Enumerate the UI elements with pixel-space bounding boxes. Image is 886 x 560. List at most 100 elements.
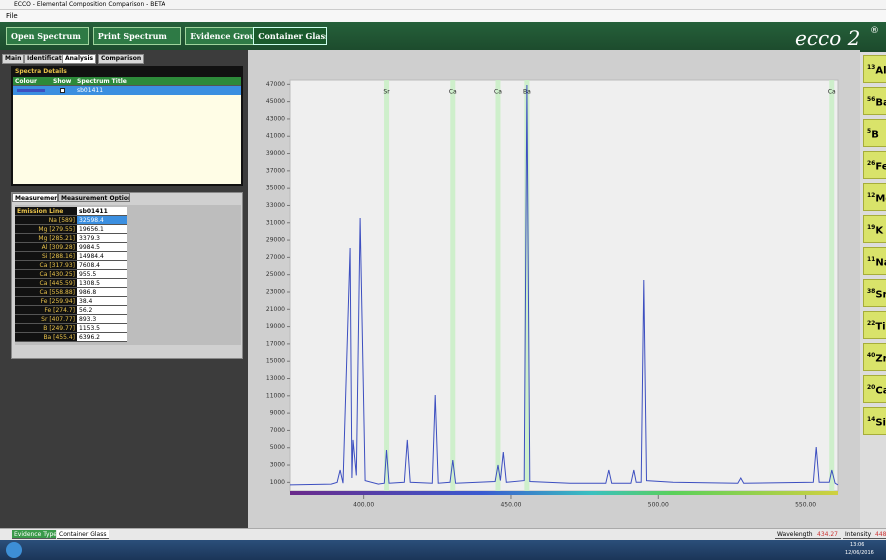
emission-line: Ca [317.93] <box>15 261 77 270</box>
taskbar: 13:06 12/06/2016 <box>0 540 886 560</box>
status-value: Container Glass <box>57 530 109 539</box>
y-tick-label: 19000 <box>266 323 285 330</box>
emission-line: Ca [558.88] <box>15 288 77 297</box>
status-value: 4484 <box>873 530 886 539</box>
y-tick-label: 21000 <box>266 306 285 313</box>
element-symbol: Ba <box>875 97 886 108</box>
element-symbol: B <box>871 129 879 140</box>
element-button[interactable]: 13Al <box>863 55 886 83</box>
element-button[interactable]: 5B <box>863 119 886 147</box>
measurement-value: 19656.1 <box>77 225 127 234</box>
emission-line: B [249.77] <box>15 324 77 333</box>
y-tick-label: 11000 <box>266 392 285 399</box>
element-button[interactable]: 14Si <box>863 407 886 435</box>
measurement-value: 893.3 <box>77 315 127 324</box>
element-button[interactable]: 22Ti <box>863 311 886 339</box>
tab[interactable]: Analysis <box>62 54 96 64</box>
status-label: Wavelength <box>775 530 815 539</box>
logo-mark: ® <box>870 26 879 36</box>
y-tick-label: 25000 <box>266 271 285 278</box>
element-button[interactable]: 26Fe <box>863 151 886 179</box>
element-symbol: Ti <box>875 321 885 332</box>
y-tick-label: 43000 <box>266 115 285 122</box>
clock-time: 13:06 <box>850 542 864 548</box>
y-tick-label: 31000 <box>266 219 285 226</box>
element-line <box>384 80 389 491</box>
y-tick-label: 9000 <box>270 410 285 417</box>
menu-item[interactable]: File <box>6 12 18 20</box>
emission-line: Ba [455.4] <box>15 333 77 342</box>
evidence-group-select[interactable]: Container Glass <box>253 27 327 45</box>
measurement-value: 56.2 <box>77 306 127 315</box>
element-button[interactable]: 38Sr <box>863 279 886 307</box>
tab[interactable]: Main <box>2 54 24 64</box>
column-header: Colour <box>13 77 51 86</box>
page: ECCO - Elemental Composition Comparison … <box>0 0 886 560</box>
x-tick-label: 550.00 <box>795 502 816 509</box>
element-line <box>495 80 500 491</box>
element-symbol: Na <box>875 257 886 268</box>
window-title: ECCO - Elemental Composition Comparison … <box>14 1 165 8</box>
x-tick-label: 400.00 <box>353 502 374 509</box>
measurement-value: 32598.4 <box>77 216 127 225</box>
element-button[interactable]: 12Mg <box>863 183 886 211</box>
y-tick-label: 47000 <box>266 81 285 88</box>
y-tick-label: 7000 <box>270 427 285 434</box>
y-tick-label: 35000 <box>266 185 285 192</box>
status-label: Evidence Type <box>12 530 56 539</box>
element-line-label: Ca <box>828 89 836 96</box>
element-line <box>450 80 455 491</box>
plot-background <box>290 80 838 491</box>
emission-line: Mg [285.21] <box>15 234 77 243</box>
emission-line: Fe [274.7] <box>15 306 77 315</box>
element-button[interactable]: 20Ca <box>863 375 886 403</box>
y-tick-label: 27000 <box>266 254 285 261</box>
element-symbol: Al <box>875 65 886 76</box>
emission-line: Mg [279.55] <box>15 225 77 234</box>
element-line-label: Sr <box>383 89 390 96</box>
emission-line: Ca [445.59] <box>15 279 77 288</box>
show-checkbox[interactable] <box>60 88 65 93</box>
title-bar: ECCO - Elemental Composition Comparison … <box>0 0 886 10</box>
emission-line: Sr [407.77] <box>15 315 77 324</box>
element-symbol: Sr <box>875 289 886 300</box>
y-tick-label: 15000 <box>266 358 285 365</box>
y-tick-label: 1000 <box>270 479 285 486</box>
measurement-tab[interactable]: Measurement <box>12 193 58 202</box>
y-tick-label: 39000 <box>266 150 285 157</box>
y-tick-label: 5000 <box>270 444 285 451</box>
element-button[interactable]: 19K <box>863 215 886 243</box>
y-tick-label: 45000 <box>266 98 285 105</box>
start-button[interactable] <box>6 542 22 558</box>
wavelength-bar <box>290 491 838 495</box>
x-tick-label: 450.00 <box>500 502 521 509</box>
x-tick-label: 500.00 <box>648 502 669 509</box>
status-label: Intensity <box>843 530 873 539</box>
emission-line: Si [288.16] <box>15 252 77 261</box>
element-symbol: Mg <box>875 193 886 204</box>
measurement-value: 3379.3 <box>77 234 127 243</box>
element-symbol: Ca <box>875 385 886 396</box>
emission-line: Na [589] <box>15 216 77 225</box>
measurement-value: 9984.5 <box>77 243 127 252</box>
toolbar-button[interactable]: Open Spectrum <box>6 27 89 45</box>
element-button[interactable]: 40Zr <box>863 343 886 371</box>
emission-line: Al [309.28] <box>15 243 77 252</box>
y-tick-label: 17000 <box>266 340 285 347</box>
element-button[interactable]: 56Ba <box>863 87 886 115</box>
element-symbol: Fe <box>875 161 886 172</box>
measurement-tab[interactable]: Measurement Options <box>58 193 130 202</box>
panel-title: Spectra Details <box>13 68 241 77</box>
emission-line: Ca [430.25] <box>15 270 77 279</box>
toolbar-button[interactable]: Print Spectrum <box>93 27 181 45</box>
element-line <box>829 80 834 491</box>
column-header: Emission Line <box>15 207 77 216</box>
element-line-label: Ca <box>449 89 457 96</box>
measurement-value: 6396.2 <box>77 333 127 342</box>
y-tick-label: 3000 <box>270 462 285 469</box>
element-symbol: Zr <box>875 353 886 364</box>
tab[interactable]: Comparison <box>98 54 144 64</box>
